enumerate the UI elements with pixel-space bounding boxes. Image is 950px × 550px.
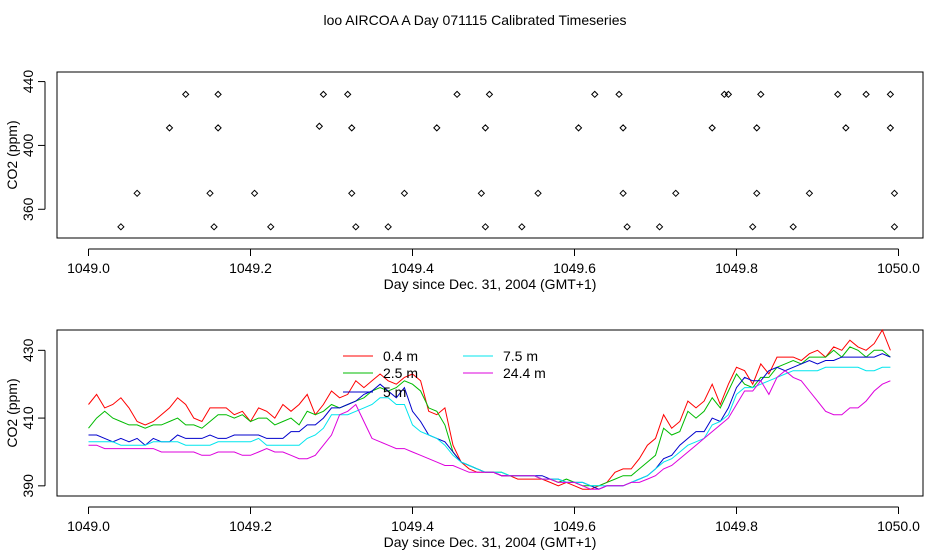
y-tick-label: 440 [20,70,36,94]
top-scatter-points [117,90,899,231]
scatter-point [534,189,542,198]
x-tick-label: 1049.8 [715,260,758,276]
scatter-point [672,189,680,198]
bottom-x-axis-label: Day since Dec. 31, 2004 (GMT+1) [384,534,597,550]
scatter-point [453,90,461,99]
scatter-point [805,189,814,198]
scatter-point [319,90,328,99]
scatter-point [214,124,222,132]
y-tick-label: 430 [20,338,36,362]
scatter-point [842,124,850,132]
bottom-axes: 1049.0 1049.2 1049.4 1049.6 1049.8 1050.0 390 4… [20,338,920,534]
scatter-point [615,90,623,99]
scatter-point [724,90,733,99]
chart-title: loo AIRCOA A Day 071115 Calibrated Times… [324,12,627,28]
x-tick-label: 1049.0 [67,518,110,534]
scatter-point [348,189,356,198]
x-tick-label: 1049.2 [229,260,272,276]
x-tick-label: 1050.0 [877,260,920,276]
scatter-point [214,90,222,99]
scatter-point [655,223,664,231]
legend-label: 5 m [383,384,406,400]
scatter-point [753,189,761,198]
scatter-point [352,223,360,231]
top-plot-frame [56,71,924,239]
scatter-point [862,90,870,99]
x-tick-label: 1049.2 [229,518,272,534]
scatter-point [315,122,324,130]
scatter-point [708,124,716,132]
bottom-series-lines [88,328,891,490]
x-tick-label: 1049.6 [553,260,596,276]
scatter-point [343,90,352,99]
scatter-point [619,189,627,198]
scatter-point [574,124,583,132]
series-line-7-5-m [88,366,891,487]
x-tick-label: 1049.4 [391,518,434,534]
scatter-point [181,90,190,99]
scatter-point [384,223,392,231]
scatter-point [481,223,490,231]
legend: 0.4 m2.5 m 5 m 7.5 m24.4 m [343,348,546,400]
y-tick-label: 410 [20,406,36,430]
scatter-point [748,223,757,231]
series-line-0-4-m [88,328,891,490]
scatter-point [886,124,895,132]
x-tick-label: 1049.0 [67,260,110,276]
scatter-point [165,124,174,132]
scatter-point [886,90,895,99]
series-line-5-m [88,353,891,490]
scatter-point [619,124,627,132]
scatter-point [720,90,729,99]
scatter-point [623,223,631,231]
scatter-point [485,90,494,99]
x-tick-label: 1049.6 [553,518,596,534]
y-tick-label: 400 [20,134,36,158]
x-tick-label: 1050.0 [877,518,920,534]
series-line-2-5-m [88,346,891,487]
scatter-point [591,90,599,99]
scatter-point [206,189,214,198]
top-x-axis-label: Day since Dec. 31, 2004 (GMT+1) [384,276,597,292]
scatter-point [400,189,409,198]
scatter-point [133,189,141,198]
scatter-point [348,124,356,132]
x-tick-label: 1049.4 [391,260,434,276]
y-tick-label: 390 [20,474,36,498]
scatter-point [789,223,797,231]
bottom-plot-frame [56,329,924,497]
bottom-y-axis-label: CO2 (ppm) [4,378,20,447]
scatter-point [890,223,899,231]
scatter-point [518,223,526,231]
scatter-point [834,90,842,99]
scatter-point [757,90,765,99]
x-tick-label: 1049.8 [715,518,758,534]
y-tick-label: 360 [20,197,36,221]
legend-label: 7.5 m [503,348,538,364]
scatter-point [267,223,275,231]
top-y-axis-label: CO2 (ppm) [4,120,20,189]
scatter-point [477,189,486,198]
scatter-point [481,124,490,132]
scatter-point [250,189,259,198]
legend-label: 2.5 m [383,365,418,381]
scatter-point [890,189,899,198]
scatter-point [433,124,441,132]
scatter-point [753,124,761,132]
scatter-point [117,223,125,231]
series-line-24-4-m [88,370,891,490]
top-axes: 1049.0 1049.2 1049.4 1049.6 1049.8 1050.0 360 4… [20,70,920,276]
legend-label: 24.4 m [503,365,546,381]
scatter-point [210,223,218,231]
legend-label: 0.4 m [383,348,418,364]
